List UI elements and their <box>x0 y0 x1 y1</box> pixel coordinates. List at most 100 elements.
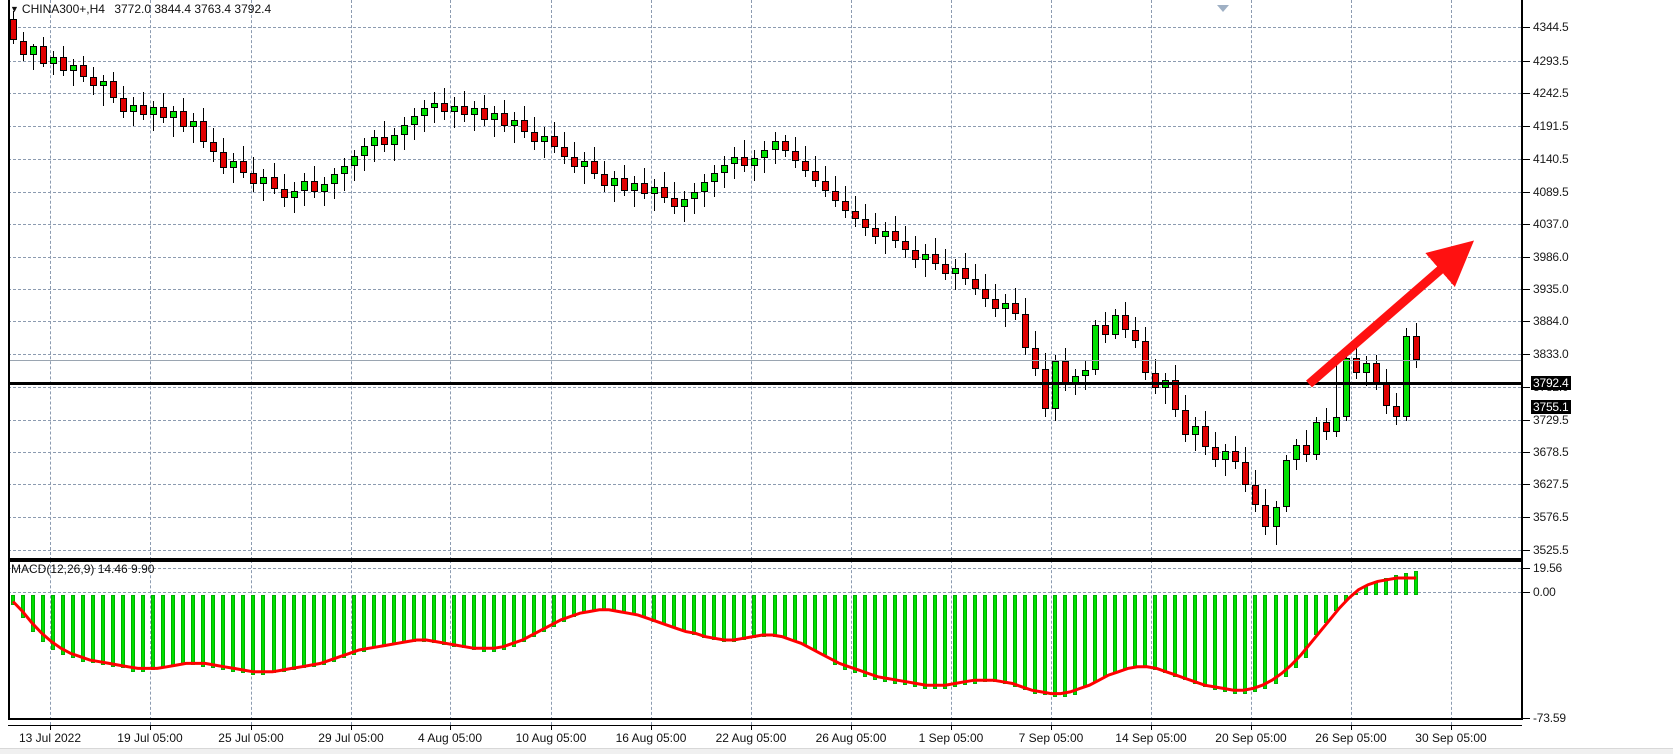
status-bar <box>0 748 1673 754</box>
macd-signal-line-layer <box>11 576 1417 696</box>
macd-histogram-bar <box>322 594 326 666</box>
candlestick <box>1062 0 1069 558</box>
macd-histogram-bar <box>121 594 125 669</box>
time-gridline <box>50 0 51 560</box>
time-gridline <box>1251 0 1252 560</box>
candle-body <box>741 157 748 166</box>
candle-body <box>1102 325 1109 336</box>
candlestick <box>1122 0 1129 558</box>
candlestick <box>651 0 658 558</box>
current-price-label: 3792.4 <box>1531 376 1571 390</box>
time-axis-line <box>8 725 1522 726</box>
macd-time-gridline <box>150 560 151 725</box>
candle-body <box>90 77 97 86</box>
price-gridline <box>8 420 1521 421</box>
candle-wick <box>584 152 585 185</box>
candlestick <box>912 0 919 558</box>
price-axis-label: 4191.5 <box>1533 119 1569 133</box>
candlestick <box>1293 0 1300 558</box>
macd-indicator-label: MACD(12,26,9) 14.46 9.90 <box>11 562 155 576</box>
macd-histogram-bar <box>241 594 245 674</box>
candlestick <box>942 0 949 558</box>
candle-wick <box>263 169 264 201</box>
macd-plot-area[interactable] <box>8 560 1521 725</box>
candle-body <box>140 104 147 115</box>
macd-axis-label: 19.56 <box>1533 561 1563 575</box>
horizontal-level-line[interactable] <box>8 382 1521 386</box>
candlestick <box>1222 0 1229 558</box>
candle-body <box>1403 336 1410 418</box>
candle-body <box>721 164 728 174</box>
candle-body <box>271 176 278 190</box>
time-axis-tick <box>851 725 852 730</box>
candle-body <box>1092 325 1099 371</box>
time-axis-label: 10 Aug 05:00 <box>515 731 587 745</box>
chart-shift-marker[interactable] <box>1216 0 1230 12</box>
price-pane[interactable]: ▼ CHINA300+,H4 3772.0 3844.4 3763.4 3792.… <box>0 0 1673 560</box>
time-gridline <box>1051 0 1052 560</box>
candlestick <box>401 0 408 558</box>
macd-axis-tick <box>1523 718 1530 719</box>
current-price-line <box>8 359 1521 361</box>
candle-body <box>1172 380 1179 410</box>
macd-histogram-bar <box>1243 594 1247 694</box>
candlestick <box>321 0 328 558</box>
candle-body <box>421 108 428 116</box>
candle-body <box>631 183 638 191</box>
candlestick <box>461 0 468 558</box>
caret-down-icon[interactable]: ▼ <box>10 4 19 14</box>
candle-body <box>651 186 658 195</box>
candlestick <box>1012 0 1019 558</box>
price-gridline <box>8 550 1521 551</box>
candle-body <box>250 173 257 185</box>
candle-body <box>992 299 999 310</box>
candlestick <box>711 0 718 558</box>
time-gridline <box>951 0 952 560</box>
price-axis-tick <box>1523 289 1530 290</box>
candle-body <box>481 108 488 120</box>
price-gridline <box>8 257 1521 258</box>
candlestick <box>421 0 428 558</box>
candle-body <box>782 140 789 151</box>
candlestick <box>852 0 859 558</box>
candlestick <box>271 0 278 558</box>
candlestick <box>100 0 107 558</box>
macd-histogram-bar <box>31 594 35 632</box>
candle-body <box>311 180 318 192</box>
candle-body <box>130 104 137 113</box>
candle-wick <box>173 105 174 138</box>
candle-body <box>1042 368 1049 409</box>
candle-body <box>441 103 448 113</box>
candlestick <box>741 0 748 558</box>
price-gridline <box>8 126 1521 127</box>
candlestick <box>1273 0 1280 558</box>
candlestick <box>40 0 47 558</box>
candle-body <box>200 120 207 143</box>
candle-body <box>471 108 478 115</box>
candle-body <box>1212 447 1219 460</box>
price-axis-tick <box>1523 387 1530 388</box>
price-axis-label: 3627.5 <box>1533 477 1569 491</box>
candlestick <box>551 0 558 558</box>
candle-body <box>150 107 157 115</box>
candlestick <box>1252 0 1259 558</box>
candlestick <box>1363 0 1370 558</box>
candlestick <box>60 0 67 558</box>
price-axis-tick <box>1523 484 1530 485</box>
price-plot-area[interactable] <box>8 0 1521 560</box>
candlestick <box>200 0 207 558</box>
candle-body <box>912 250 919 261</box>
candle-body <box>1363 362 1370 373</box>
candle-body <box>862 219 869 229</box>
price-axis-label: 4242.5 <box>1533 86 1569 100</box>
chart-symbol-header: ▼ CHINA300+,H4 3772.0 3844.4 3763.4 3792.… <box>10 2 271 16</box>
macd-histogram-bar <box>863 594 867 677</box>
macd-pane[interactable]: MACD(12,26,9) 14.46 9.90 19.56 0.00 -73.59 <box>0 560 1673 725</box>
candle-body <box>10 18 17 41</box>
price-axis-tick <box>1523 159 1530 160</box>
candlestick <box>481 0 488 558</box>
candlestick <box>240 0 247 558</box>
candlestick <box>691 0 698 558</box>
candlestick <box>90 0 97 558</box>
candle-body <box>551 135 558 148</box>
